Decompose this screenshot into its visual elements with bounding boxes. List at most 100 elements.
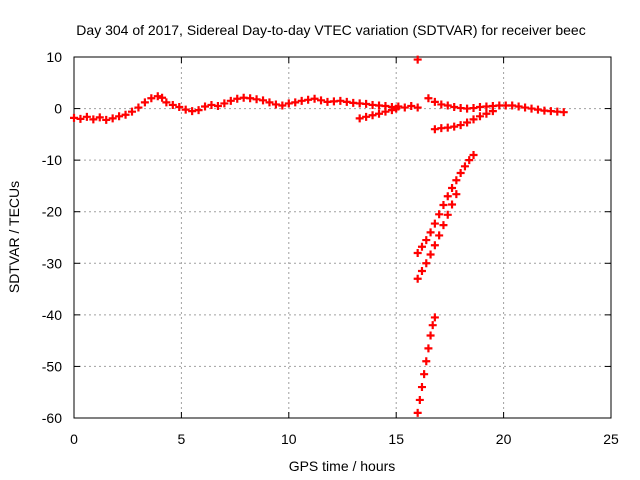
data-point	[469, 150, 478, 159]
data-point	[413, 408, 422, 417]
data-point	[310, 94, 319, 103]
data-point	[430, 241, 439, 250]
data-point	[439, 201, 448, 210]
data-point	[422, 236, 431, 245]
data-point	[194, 106, 203, 115]
plot-frame	[73, 56, 612, 419]
data-point	[387, 106, 396, 115]
data-point	[465, 156, 474, 165]
y-tick-label: -20	[42, 204, 62, 220]
y-tick-label: -10	[42, 152, 62, 168]
data-point	[147, 94, 156, 103]
grid	[74, 57, 611, 418]
data-point	[426, 250, 435, 259]
data-point	[134, 103, 143, 112]
data-point	[181, 105, 190, 114]
y-tick-label: -30	[42, 255, 62, 271]
x-tick-label: 5	[178, 431, 186, 447]
data-point	[417, 383, 426, 392]
data-point	[469, 115, 478, 124]
data-point	[291, 98, 300, 107]
data-point	[460, 162, 469, 171]
data-point	[430, 97, 439, 106]
data-point	[559, 108, 568, 117]
data-point	[355, 114, 364, 123]
data-point	[463, 118, 472, 127]
data-point	[265, 98, 274, 107]
y-tick-label: -60	[42, 410, 62, 426]
y-tick-label: -40	[42, 307, 62, 323]
data-point	[413, 274, 422, 283]
data-point	[317, 96, 326, 105]
data-point	[153, 92, 162, 101]
data-point	[213, 101, 222, 110]
axis-ticks: 0 5 10 15 20 25 10 0 -10 -20 -30 -40 -50 -60	[42, 49, 619, 447]
data-point	[400, 103, 409, 112]
data-point	[443, 192, 452, 201]
data-point	[448, 200, 457, 209]
data-point	[488, 107, 497, 116]
data-point	[426, 331, 435, 340]
data-point	[428, 321, 437, 330]
data-point	[417, 267, 426, 276]
data-point	[158, 93, 167, 102]
data-point	[439, 221, 448, 230]
y-tick-label: 0	[54, 101, 62, 117]
data-point	[413, 248, 422, 257]
data-point	[362, 112, 371, 121]
data-point	[95, 113, 104, 122]
data-point	[102, 115, 111, 124]
data-points	[70, 55, 568, 417]
data-point	[76, 114, 85, 123]
x-tick-label: 20	[496, 431, 512, 447]
data-point	[413, 103, 422, 112]
data-point	[443, 101, 452, 110]
data-point	[375, 109, 384, 118]
data-point	[368, 111, 377, 120]
data-point	[175, 103, 184, 112]
data-point	[452, 190, 461, 199]
y-tick-label: -50	[42, 358, 62, 374]
data-point	[475, 112, 484, 121]
data-point	[430, 219, 439, 228]
data-point	[162, 98, 171, 107]
data-point	[121, 110, 130, 119]
data-point	[435, 210, 444, 219]
x-tick-label: 25	[603, 431, 619, 447]
data-point	[115, 112, 124, 121]
data-point	[443, 210, 452, 219]
x-axis-label: GPS time / hours	[289, 458, 396, 474]
data-point	[381, 107, 390, 116]
data-point	[448, 183, 457, 192]
x-tick-label: 0	[70, 431, 78, 447]
data-point	[482, 109, 491, 118]
data-point	[392, 104, 401, 113]
data-point	[168, 100, 177, 109]
data-point	[140, 98, 149, 107]
x-tick-label: 15	[388, 431, 404, 447]
data-point	[452, 176, 461, 185]
data-point	[426, 228, 435, 237]
data-point	[407, 101, 416, 110]
data-point	[108, 114, 117, 123]
data-point	[417, 242, 426, 251]
data-point	[415, 395, 424, 404]
data-point	[127, 107, 136, 116]
x-tick-label: 10	[281, 431, 297, 447]
data-point	[201, 102, 210, 111]
data-point	[422, 357, 431, 366]
data-point	[82, 112, 91, 121]
data-point	[420, 370, 429, 379]
y-axis-label: SDTVAR / TECUs	[6, 181, 22, 293]
data-point	[278, 101, 287, 110]
data-point	[424, 94, 433, 103]
data-point	[413, 55, 422, 64]
data-point	[422, 259, 431, 268]
data-point	[226, 96, 235, 105]
y-tick-label: 10	[46, 49, 62, 65]
chart-title: Day 304 of 2017, Sidereal Day-to-day VTE…	[76, 22, 585, 38]
data-point	[259, 96, 268, 105]
data-point	[456, 169, 465, 178]
data-point	[220, 99, 229, 108]
